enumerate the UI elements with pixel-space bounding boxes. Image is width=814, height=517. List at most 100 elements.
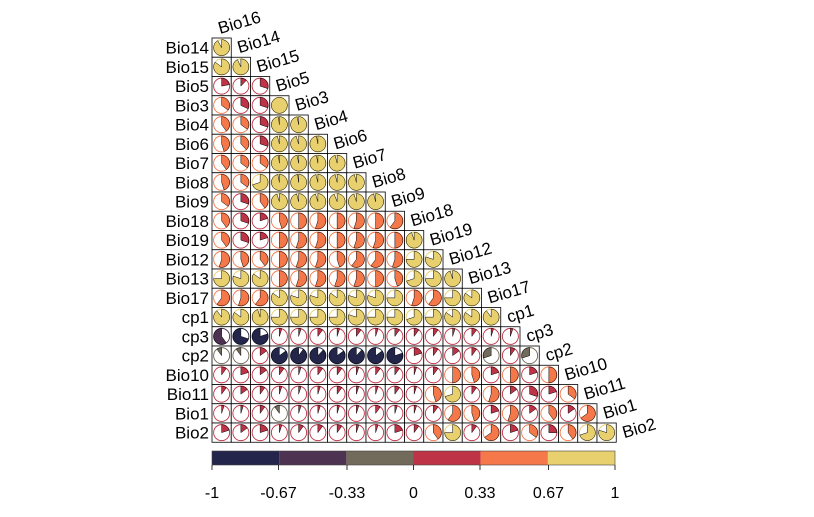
correlation-cell [365,326,386,347]
correlation-cell [442,287,463,308]
pie-wedge [447,405,461,422]
pie-wedge [336,424,343,434]
correlation-cell [538,364,559,385]
pie-wedge [279,212,288,229]
correlation-cell [307,326,328,347]
correlation-cell [404,345,425,366]
row-label: Bio8 [175,173,209,192]
pie-wedge [389,212,404,230]
pie-wedge [375,424,379,433]
pie-wedge [328,193,346,210]
correlation-cell [269,287,290,308]
correlation-cell [288,191,309,212]
correlation-cell [307,384,328,405]
correlation-cell [230,230,251,251]
correlation-cell [269,403,290,424]
row-label: Bio15 [166,58,209,77]
pie-wedge [232,58,250,76]
pie-wedge [510,347,516,357]
pie-wedge [452,366,461,384]
pie-wedge [529,424,538,438]
correlation-cell [211,268,232,289]
pie-wedge [356,405,360,414]
pie-wedge [375,366,381,376]
pie-wedge [413,366,417,375]
correlation-cell [230,403,251,424]
correlation-cell [442,307,463,328]
pie-wedge [279,424,283,433]
pie-wedge [433,328,439,338]
pie-wedge [394,424,403,433]
correlation-cells [211,37,617,443]
column-label: cp1 [505,301,537,327]
correlation-cell [423,307,444,328]
pie-wedge [271,174,288,191]
pie-wedge [579,424,596,441]
correlation-cell [384,249,405,270]
pie-wedge [367,308,384,326]
pie-wedge [290,135,307,153]
pie-wedge [213,270,230,287]
pie-wedge [328,289,346,307]
correlation-cell [211,422,232,443]
correlation-cell [384,384,405,405]
correlation-cell [250,172,271,193]
pie-wedge [529,366,538,376]
pie-wedge [567,424,577,440]
correlation-cell [365,210,386,231]
correlation-cell [384,326,405,347]
correlation-cell [230,326,251,347]
pie-wedge [375,405,381,415]
pie-wedge [567,405,575,414]
correlation-cell [307,133,328,154]
pie-wedge [290,154,307,172]
pie-wedge [394,405,398,414]
correlation-cell [423,326,444,347]
row-label: cp1 [182,308,209,327]
correlation-cell [211,56,232,77]
correlation-cell [250,95,271,116]
correlation-cell [269,326,290,347]
correlation-cell [500,326,521,347]
correlation-cell [423,403,444,424]
correlation-cell [211,133,232,154]
correlation-cell [211,384,232,405]
pie-wedge [232,308,250,326]
correlation-cell [423,384,444,405]
correlation-cell [519,345,540,366]
correlation-cell [577,422,598,443]
correlation-cell [211,364,232,385]
pie-wedge [328,308,346,326]
correlation-cell [365,307,386,328]
correlation-cell [288,384,309,405]
pie-wedge [488,385,500,403]
correlation-cell [404,230,425,251]
correlation-cell [269,307,290,328]
pie-wedge [274,405,280,415]
pie-wedge [348,193,365,210]
correlation-cell [365,345,386,366]
pie-wedge [394,270,404,287]
pie-wedge [251,328,269,345]
correlation-cell [442,403,463,424]
correlation-cell [481,422,502,443]
correlation-cell [346,172,367,193]
pie-wedge [271,116,288,133]
pie-wedge [298,385,302,395]
pie-wedge [221,154,230,170]
pie-wedge [259,231,269,241]
correlation-cell [250,422,271,443]
pie-wedge [271,347,288,364]
pie-wedge [221,97,230,111]
correlation-cell [327,364,348,385]
pie-wedge [370,251,384,268]
pie-wedge [386,289,404,307]
pie-wedge [433,405,439,415]
correlation-cell [558,403,579,424]
pie-wedge [482,347,492,359]
pie-wedge [351,251,365,268]
correlation-cell [538,422,559,443]
pie-wedge [221,193,230,207]
correlation-cell [384,230,405,251]
pie-wedge [240,405,244,414]
